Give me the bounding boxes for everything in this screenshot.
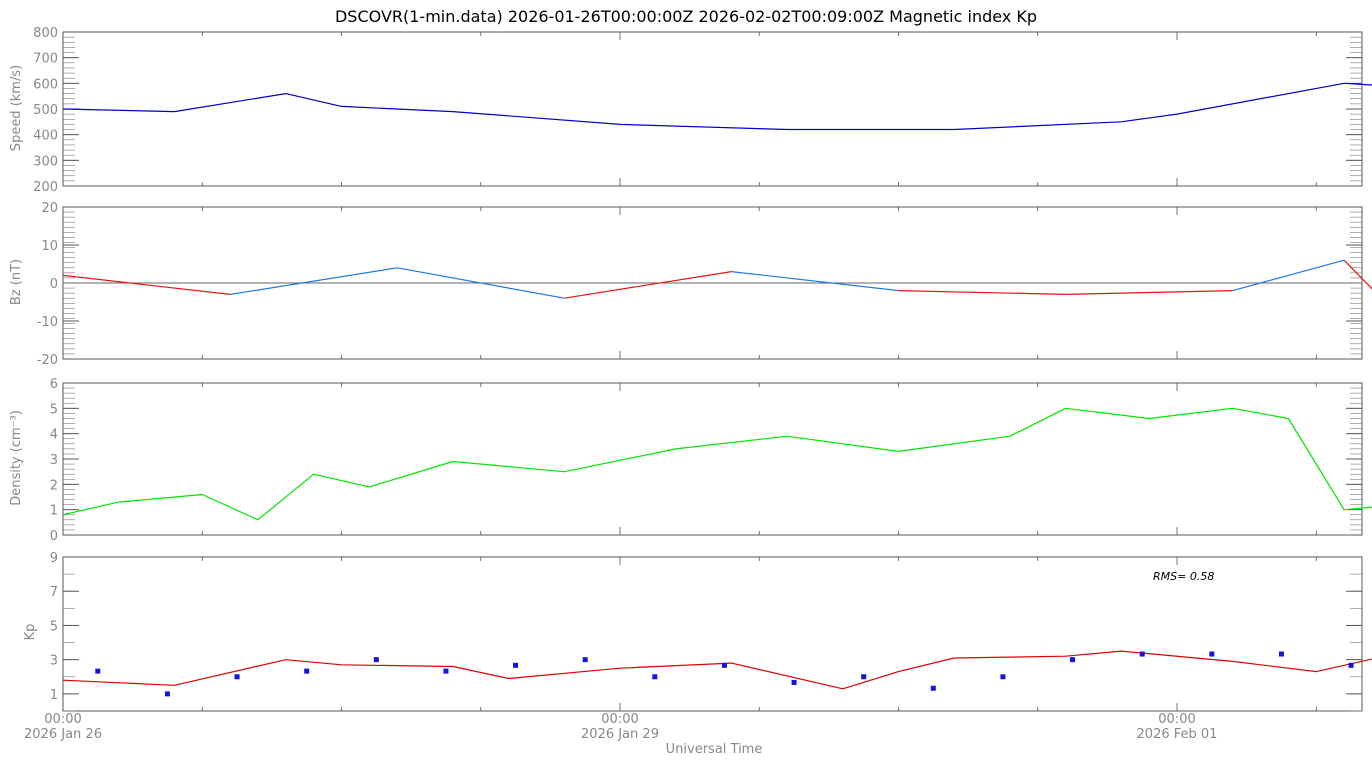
speed-axis-label: Speed (km/s): [9, 65, 24, 151]
speed-y-tick-label: 500: [33, 103, 58, 118]
speed-y-tick-label: 600: [33, 77, 58, 92]
kp-y-tick-label: 5: [50, 619, 58, 634]
speed-panel: Speed (km/s) 200 300 400 500 600 700 800: [9, 26, 1372, 195]
kp-point: [164, 691, 170, 697]
kp-axis-label: Kp: [23, 624, 38, 641]
speed-series-line: [62, 82, 1372, 131]
kp-frame: [62, 556, 1363, 712]
bz-segment: [898, 290, 1066, 295]
kp-point: [513, 662, 519, 668]
bz-segment: [731, 271, 899, 292]
bz-segment: [1232, 259, 1345, 292]
bz-segment: [1343, 259, 1372, 290]
x-tick-time-2: 00:00: [1158, 712, 1195, 727]
speed-y-tick-label: 700: [33, 52, 58, 67]
kp-point: [1139, 651, 1145, 657]
x-axis-label: Universal Time: [666, 742, 763, 757]
x-tick-date-1: 2026 Jan 29: [581, 727, 659, 742]
speed-y-tick-label: 400: [33, 129, 58, 144]
kp-point: [1000, 674, 1006, 680]
density-y-tick-label: 3: [50, 453, 58, 468]
speed-y-tick-label: 200: [33, 180, 58, 195]
speed-y-tick-label: 800: [33, 26, 58, 41]
kp-point: [582, 657, 588, 663]
bz-y-tick-label: 0: [50, 277, 58, 292]
bz-panel: Bz (nT) -20 -10 0 10 20: [9, 201, 1372, 368]
kp-panel: Kp RMS= 0.58 1 3 5 7 9: [23, 551, 1372, 712]
bz-y-tick-label: -20: [37, 353, 58, 368]
bz-y-tick-label: -10: [37, 315, 58, 330]
x-tick-date-2: 2026 Feb 01: [1137, 727, 1218, 742]
density-frame: [62, 382, 1363, 536]
kp-series-line: [62, 650, 1372, 690]
kp-point: [1209, 651, 1215, 657]
rms-annotation: RMS= 0.58: [1153, 570, 1214, 583]
kp-point: [1278, 651, 1284, 657]
kp-y-tick-label: 9: [50, 551, 58, 566]
kp-point: [721, 662, 727, 668]
kp-y-tick-label: 1: [50, 688, 58, 703]
density-y-tick-label: 1: [50, 504, 58, 519]
bz-y-tick-label: 20: [41, 201, 58, 216]
x-tick-date-0: 2026 Jan 26: [24, 727, 102, 742]
bz-axis-label: Bz (nT): [9, 259, 24, 305]
kp-point: [95, 668, 101, 674]
speed-frame: [62, 31, 1363, 187]
x-tick-time-1: 00:00: [601, 712, 638, 727]
bz-segment: [230, 267, 398, 295]
x-axis: 00:00 2026 Jan 26 00:00 2026 Jan 29 00:0…: [24, 712, 1217, 757]
speed-y-tick-label: 300: [33, 154, 58, 169]
density-series-line: [62, 407, 1372, 521]
x-tick-time-0: 00:00: [44, 712, 81, 727]
kp-point: [1070, 657, 1076, 663]
density-y-tick-label: 2: [50, 478, 58, 493]
kp-point: [373, 657, 379, 663]
density-y-tick-label: 4: [50, 428, 58, 443]
density-y-tick-label: 0: [50, 529, 58, 544]
density-axis-label: Density (cm⁻³): [9, 410, 24, 506]
kp-point: [930, 685, 936, 691]
kp-point: [443, 668, 449, 674]
density-y-tick-label: 5: [50, 402, 58, 417]
kp-point: [234, 674, 240, 680]
bz-y-tick-label: 10: [41, 239, 58, 254]
bz-segment: [1065, 290, 1233, 295]
chart-title: DSCOVR(1-min.data) 2026-01-26T00:00:00Z …: [335, 7, 1037, 26]
kp-y-tick-label: 7: [50, 585, 58, 600]
kp-point: [304, 668, 310, 674]
kp-point: [1348, 662, 1354, 668]
density-panel: Density (cm⁻³) 0 1 2 3 4 5 6: [9, 377, 1372, 544]
bz-segment: [397, 267, 565, 299]
bz-segment: [564, 271, 732, 299]
kp-point: [652, 674, 658, 680]
kp-point: [861, 674, 867, 680]
kp-point: [791, 679, 797, 685]
bz-segment: [62, 274, 231, 295]
kp-y-tick-label: 3: [50, 654, 58, 669]
density-y-tick-label: 6: [50, 377, 58, 392]
